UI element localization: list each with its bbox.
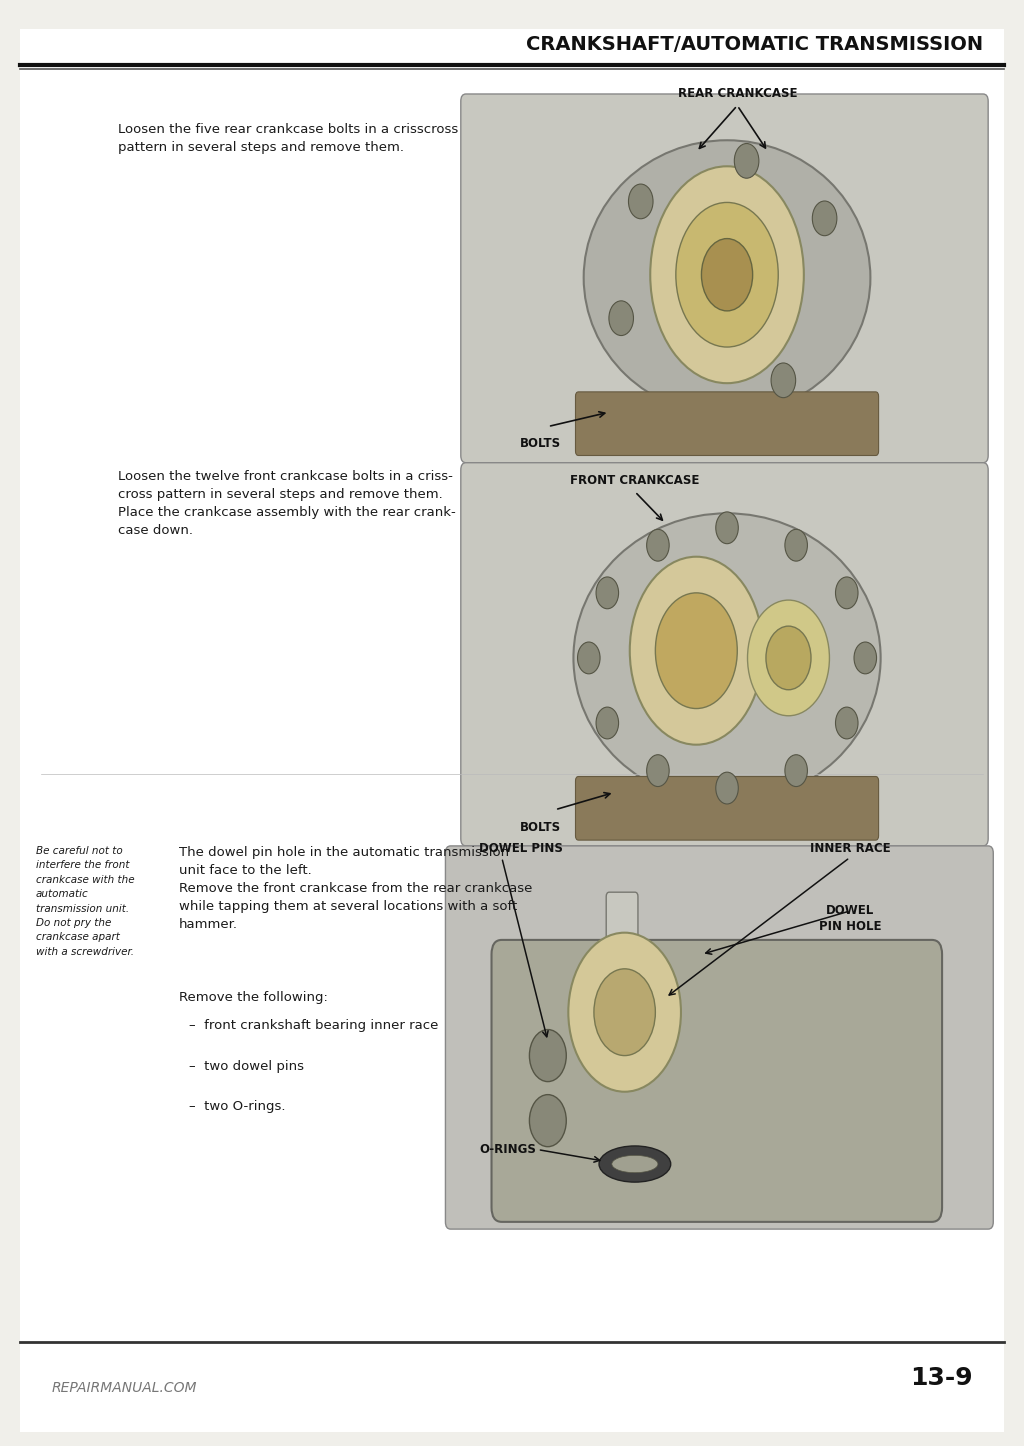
Text: BOLTS: BOLTS <box>520 437 561 450</box>
Circle shape <box>596 577 618 609</box>
Text: Loosen the five rear crankcase bolts in a crisscross
pattern in several steps an: Loosen the five rear crankcase bolts in … <box>118 123 458 153</box>
FancyBboxPatch shape <box>575 777 879 840</box>
Circle shape <box>609 301 634 335</box>
Circle shape <box>766 626 811 690</box>
Circle shape <box>629 184 653 218</box>
Text: 13-9: 13-9 <box>910 1366 973 1391</box>
Circle shape <box>529 1095 566 1147</box>
Text: BOLTS: BOLTS <box>520 821 561 834</box>
Circle shape <box>771 363 796 398</box>
Ellipse shape <box>573 513 881 803</box>
Circle shape <box>647 529 670 561</box>
Circle shape <box>734 143 759 178</box>
FancyBboxPatch shape <box>492 940 942 1222</box>
Circle shape <box>812 201 837 236</box>
FancyBboxPatch shape <box>461 463 988 846</box>
Text: INNER RACE: INNER RACE <box>810 842 890 855</box>
Circle shape <box>596 707 618 739</box>
FancyBboxPatch shape <box>461 94 988 463</box>
Circle shape <box>836 707 858 739</box>
Text: REPAIRMANUAL.COM: REPAIRMANUAL.COM <box>51 1381 197 1395</box>
Text: DOWEL
PIN HOLE: DOWEL PIN HOLE <box>818 904 882 933</box>
Text: REAR CRANKCASE: REAR CRANKCASE <box>678 87 797 100</box>
Text: O-RINGS: O-RINGS <box>479 1144 537 1155</box>
Text: Remove the following:: Remove the following: <box>179 991 328 1004</box>
Ellipse shape <box>584 140 870 415</box>
Circle shape <box>701 239 753 311</box>
Circle shape <box>646 755 669 787</box>
Circle shape <box>836 577 858 609</box>
Text: DOWEL PINS: DOWEL PINS <box>479 842 563 855</box>
Text: Loosen the twelve front crankcase bolts in a criss-
cross pattern in several ste: Loosen the twelve front crankcase bolts … <box>118 470 456 536</box>
Circle shape <box>676 202 778 347</box>
Circle shape <box>578 642 600 674</box>
Circle shape <box>630 557 763 745</box>
Circle shape <box>716 772 738 804</box>
FancyBboxPatch shape <box>606 892 638 995</box>
FancyBboxPatch shape <box>575 392 879 455</box>
Ellipse shape <box>599 1145 671 1183</box>
Circle shape <box>650 166 804 383</box>
Text: CRANKSHAFT/AUTOMATIC TRANSMISSION: CRANKSHAFT/AUTOMATIC TRANSMISSION <box>526 35 983 54</box>
Text: –  front crankshaft bearing inner race: – front crankshaft bearing inner race <box>189 1019 439 1032</box>
Text: –  two dowel pins: – two dowel pins <box>189 1060 304 1073</box>
Circle shape <box>594 969 655 1056</box>
Text: FRONT CRANKCASE: FRONT CRANKCASE <box>570 474 699 487</box>
Circle shape <box>784 529 807 561</box>
FancyBboxPatch shape <box>20 29 1004 1432</box>
Text: –  two O-rings.: – two O-rings. <box>189 1100 286 1113</box>
Circle shape <box>655 593 737 709</box>
Circle shape <box>784 755 807 787</box>
Ellipse shape <box>612 1155 658 1173</box>
Circle shape <box>854 642 877 674</box>
Circle shape <box>568 933 681 1092</box>
Circle shape <box>716 512 738 544</box>
Text: The dowel pin hole in the automatic transmission
unit face to the left.
Remove t: The dowel pin hole in the automatic tran… <box>179 846 532 931</box>
FancyBboxPatch shape <box>445 846 993 1229</box>
Circle shape <box>529 1030 566 1082</box>
Text: Be careful not to
interfere the front
crankcase with the
automatic
transmission : Be careful not to interfere the front cr… <box>36 846 134 957</box>
Circle shape <box>748 600 829 716</box>
